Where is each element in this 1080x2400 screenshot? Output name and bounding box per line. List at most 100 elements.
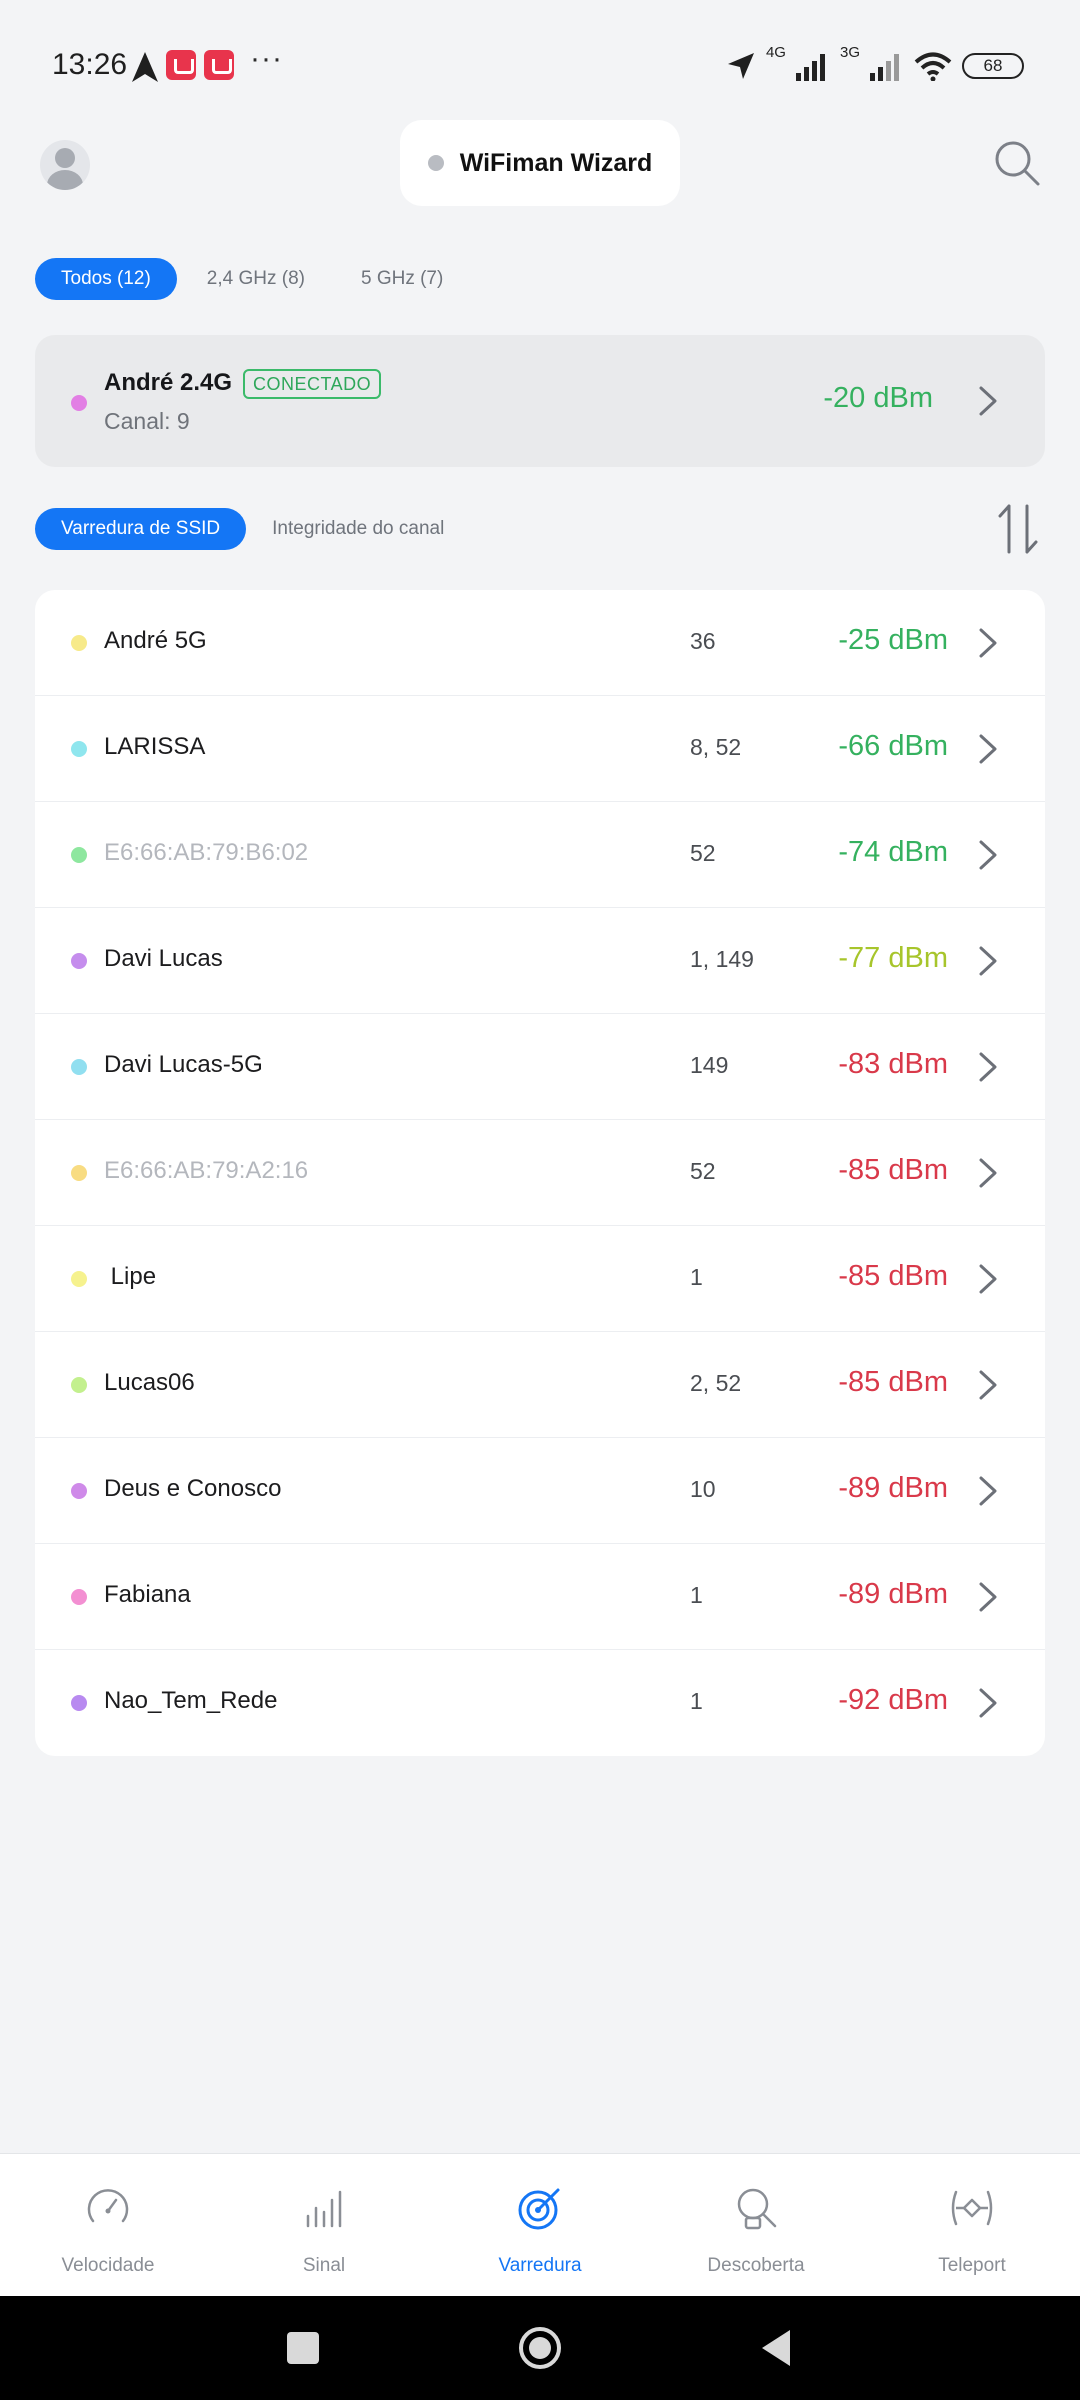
chevron-right-icon [979,1370,997,1400]
network-color-dot [71,847,87,863]
network-color-dot [71,953,87,969]
speedometer-icon [87,2189,129,2223]
network-signal-strength: -89 dBm [838,1472,948,1504]
recent-apps-button[interactable] [281,2326,325,2370]
chevron-right-icon [979,1052,997,1082]
cell-signal-icon [795,54,825,81]
connected-channel: Canal: 9 [104,408,190,434]
network-name: Davi Lucas-5G [104,1051,263,1078]
nav-discovery[interactable]: Descoberta [648,2154,864,2296]
home-button[interactable] [518,2326,562,2370]
teleport-icon [951,2190,993,2226]
network-channel: 1 [690,1688,703,1714]
band-filter-2-4ghz[interactable]: 2,4 GHz (8) [206,268,305,289]
network-signal-strength: -66 dBm [838,730,948,762]
nav-label: Varredura [498,2255,582,2276]
network-color-dot [71,1271,87,1287]
nav-label: Velocidade [61,2255,155,2276]
network-channel: 10 [690,1476,716,1502]
network-channel: 1 [690,1582,703,1608]
network-name: André 5G [104,627,207,654]
band-filter: Todos (12) 2,4 GHz (8) 5 GHz (7) [35,258,473,300]
network-name: E6:66:AB:79:B6:02 [104,839,309,866]
network-row[interactable]: Fabiana 1 -89 dBm [35,1544,1045,1650]
network-color-dot [71,1695,87,1711]
nav-label: Descoberta [707,2255,805,2276]
cell-signal-icon [870,54,899,81]
view-tabs: Varredura de SSID Integridade do canal [35,508,470,550]
radar-icon [518,2188,560,2230]
search-icon[interactable] [992,138,1042,188]
network-signal-strength: -74 dBm [838,836,948,868]
location-arrow-icon [727,53,754,79]
chevron-right-icon [979,1476,997,1506]
band-filter-all[interactable]: Todos (12) [35,258,177,300]
network-channel: 52 [690,840,716,866]
network-row[interactable]: Davi Lucas-5G 149 -83 dBm [35,1014,1045,1120]
network-channel: 1, 149 [690,946,754,972]
network-channel: 149 [690,1052,729,1078]
network-color-dot [71,1059,87,1075]
network-row[interactable]: LARISSA 8, 52 -66 dBm [35,696,1045,802]
status-icons: 4G 3G 68 [726,44,1024,84]
status-bar: 13:26 ··· 4G 3G 68 [0,0,1080,100]
network-channel: 8, 52 [690,734,742,760]
connected-signal-strength: -20 dBm [823,382,933,414]
nav-label: Teleport [938,2255,1006,2276]
network-row[interactable]: André 5G 36 -25 dBm [35,590,1045,696]
network-channel: 1 [690,1264,703,1290]
chevron-right-icon [979,840,997,870]
chevron-right-icon [979,946,997,976]
network-color-dot [71,1589,87,1605]
network-name: Davi Lucas [104,945,223,972]
wifi-icon [914,52,952,81]
chevron-right-icon [979,1688,997,1718]
network-name: Nao_Tem_Rede [104,1687,278,1714]
back-button[interactable] [756,2326,800,2370]
device-discovery-icon [737,2188,777,2230]
network-color-dot [71,395,87,411]
network-name: Lipe [104,1263,157,1290]
nav-teleport[interactable]: Teleport [864,2154,1080,2296]
connected-network-card[interactable]: André 2.4G CONECTADO Canal: 9 -20 dBm [35,335,1045,467]
page-title: WiFiman Wizard [459,148,653,177]
avatar[interactable] [40,140,90,190]
status-time: 13:26 [52,48,128,81]
network-color-dot [71,1165,87,1181]
network-row[interactable]: E6:66:AB:79:A2:16 52 -85 dBm [35,1120,1045,1226]
network-signal-strength: -83 dBm [838,1048,948,1080]
bottom-nav: Velocidade Sinal Varredura Descoberta [0,2153,1080,2296]
nav-speed[interactable]: Velocidade [0,2154,216,2296]
navigation-arrow-icon [132,52,158,82]
network-row[interactable]: Deus e Conosco 10 -89 dBm [35,1438,1045,1544]
network-channel: 52 [690,1158,716,1184]
system-nav-bar [0,2296,1080,2400]
signal-bars-icon [306,2190,342,2228]
band-filter-5ghz[interactable]: 5 GHz (7) [360,268,444,289]
status-dot [427,155,444,171]
network-row[interactable]: Lipe 1 -85 dBm [35,1226,1045,1332]
chevron-right-icon [979,1158,997,1188]
network-channel: 36 [690,628,716,654]
network-name: Lucas06 [104,1369,195,1396]
network-signal-strength: -77 dBm [838,942,948,974]
chevron-right-icon [979,386,997,416]
nav-signal[interactable]: Sinal [216,2154,432,2296]
chevron-right-icon [979,1582,997,1612]
tab-channel-integrity[interactable]: Integridade do canal [272,518,445,539]
network-type-label: 3G [839,44,860,61]
app-title-pill[interactable]: WiFiman Wizard [400,120,680,206]
nav-scan[interactable]: Varredura [432,2154,648,2296]
network-row[interactable]: Lucas06 2, 52 -85 dBm [35,1332,1045,1438]
network-row[interactable]: Davi Lucas 1, 149 -77 dBm [35,908,1045,1014]
network-row[interactable]: E6:66:AB:79:B6:02 52 -74 dBm [35,802,1045,908]
network-signal-strength: -85 dBm [838,1366,948,1398]
tab-ssid-scan[interactable]: Varredura de SSID [35,508,247,550]
chevron-right-icon [979,734,997,764]
network-row[interactable]: Nao_Tem_Rede 1 -92 dBm [35,1650,1045,1756]
network-name: Fabiana [104,1581,191,1608]
network-signal-strength: -89 dBm [838,1578,948,1610]
network-color-dot [71,635,87,651]
sort-icon[interactable] [996,502,1040,556]
network-type-label: 4G [765,44,786,61]
